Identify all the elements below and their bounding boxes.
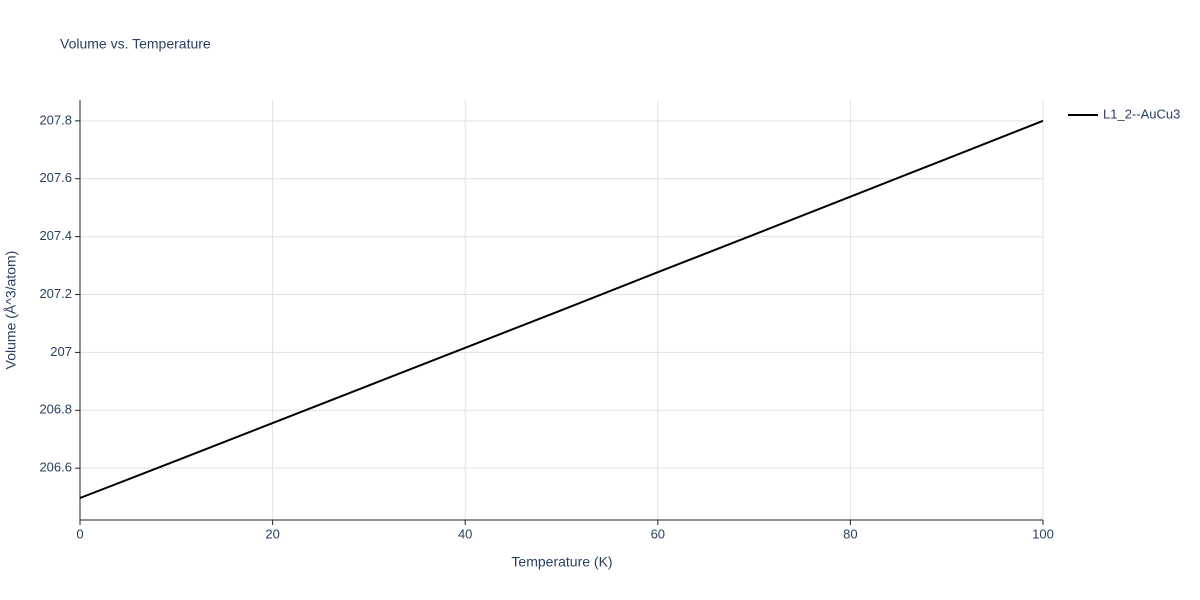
x-tick-label: 20 — [265, 526, 279, 541]
y-tick-label: 206.6 — [39, 460, 72, 475]
x-axis-label: Temperature (K) — [511, 554, 612, 570]
y-tick-label: 206.8 — [39, 402, 72, 417]
x-tick-label: 40 — [458, 526, 472, 541]
y-tick-label: 207 — [50, 344, 72, 359]
x-tick-label: 60 — [651, 526, 665, 541]
x-tick-label: 100 — [1032, 526, 1054, 541]
x-tick-label: 80 — [843, 526, 857, 541]
data-line — [79, 119, 1044, 499]
legend-label: L1_2--AuCu3 — [1103, 106, 1180, 121]
x-tick-label: 0 — [76, 526, 83, 541]
chart-title: Volume vs. Temperature — [60, 36, 211, 52]
y-tick-label: 207.8 — [39, 112, 72, 127]
y-tick-label: 207.2 — [39, 286, 72, 301]
y-axis-label: Volume (Å^3/atom) — [3, 251, 19, 370]
y-tick-label: 207.6 — [39, 170, 72, 185]
y-tick-label: 207.4 — [39, 228, 72, 243]
